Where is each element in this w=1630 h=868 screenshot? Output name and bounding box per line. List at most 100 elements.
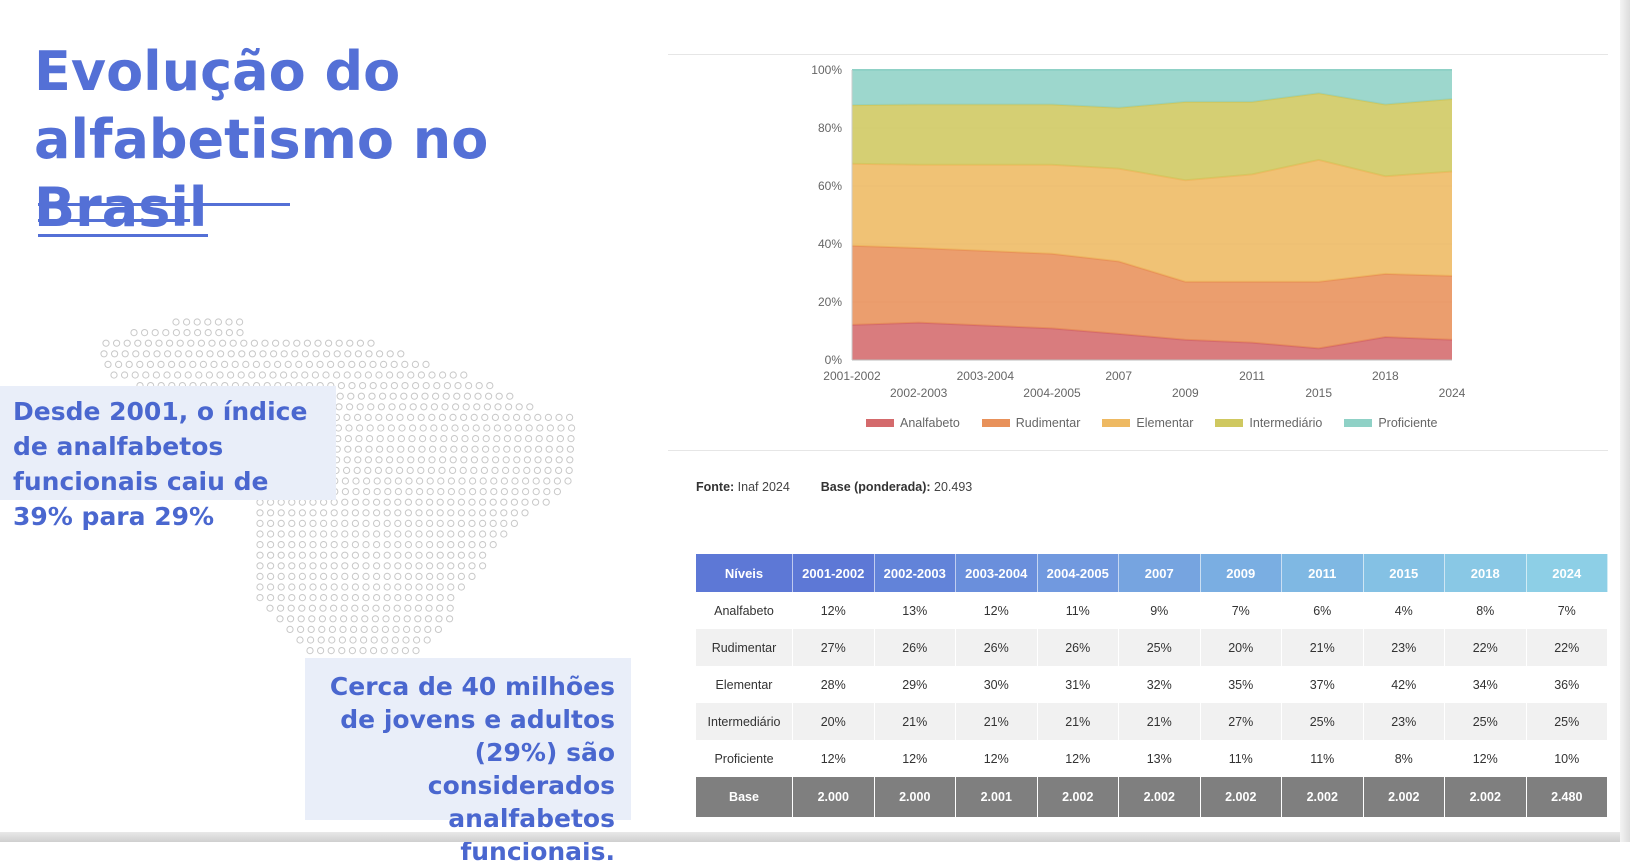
map-dot xyxy=(375,413,383,422)
map-dot xyxy=(436,583,444,591)
map-dot xyxy=(383,498,391,506)
map-dot xyxy=(416,477,424,485)
map-dot xyxy=(309,583,317,591)
map-dot xyxy=(373,509,381,517)
map-dot xyxy=(439,445,447,453)
map-dot xyxy=(522,477,530,485)
map-dot xyxy=(489,498,497,506)
map-dot xyxy=(450,445,458,453)
map-dot xyxy=(410,392,418,400)
map-dot xyxy=(362,551,370,559)
base-cell: 2.002 xyxy=(1037,777,1119,817)
y-tick-label: 40% xyxy=(818,237,842,251)
map-dot xyxy=(341,541,349,549)
map-dot xyxy=(330,519,338,527)
map-dot xyxy=(319,604,327,612)
legend-item[interactable]: Analfabeto xyxy=(866,416,960,430)
map-dot xyxy=(337,360,345,369)
map-dot xyxy=(411,360,419,369)
map-dot xyxy=(320,551,328,559)
map-dot xyxy=(361,615,369,623)
map-dot xyxy=(480,466,488,474)
map-dot xyxy=(468,541,476,549)
map-dot xyxy=(506,392,514,400)
map-dot xyxy=(532,488,540,496)
map-dot xyxy=(436,519,444,527)
area-elementar xyxy=(852,159,1452,282)
map-dot xyxy=(463,392,471,400)
map-dot xyxy=(142,350,151,358)
map-dot xyxy=(231,360,239,369)
map-dot xyxy=(377,403,385,411)
map-dot xyxy=(152,371,161,379)
base-cell: 2.002 xyxy=(1444,777,1527,817)
map-dot xyxy=(178,360,186,369)
map-dot xyxy=(340,615,348,623)
map-dot xyxy=(417,413,425,422)
map-dot xyxy=(280,350,288,358)
map-dot xyxy=(327,360,335,369)
map-dot xyxy=(383,530,391,538)
base-cell: 2.002 xyxy=(1363,777,1445,817)
legend-item[interactable]: Elementar xyxy=(1102,416,1193,430)
map-dot xyxy=(267,530,275,538)
map-dot xyxy=(438,466,446,474)
base-cell: 2.002 xyxy=(1200,777,1282,817)
map-dot xyxy=(256,572,264,580)
map-dot xyxy=(282,339,290,347)
map-dot xyxy=(287,604,295,612)
map-dot xyxy=(121,350,129,358)
map-dot xyxy=(256,530,264,538)
x-tick-label: 2002-2003 xyxy=(890,386,948,400)
map-dot xyxy=(296,636,304,644)
map-dot xyxy=(393,615,401,623)
legend-label: Proficiente xyxy=(1378,416,1438,430)
map-dot xyxy=(236,318,244,326)
map-dot xyxy=(174,371,182,379)
map-dot xyxy=(277,498,285,506)
slide-title: Evolução do alfabetismo no Brasil xyxy=(34,40,489,239)
map-dot xyxy=(534,456,542,464)
map-dot xyxy=(409,424,417,432)
map-dot xyxy=(267,572,275,580)
map-dot xyxy=(187,339,195,347)
callout-40-million: Cerca de 40 milhões de jovens e adultos … xyxy=(305,658,631,866)
map-dot xyxy=(458,488,466,496)
map-dot xyxy=(415,541,423,549)
legend-item[interactable]: Proficiente xyxy=(1344,416,1437,430)
map-dot xyxy=(317,647,325,655)
map-dot xyxy=(447,551,455,559)
map-dot xyxy=(298,519,306,527)
legend-item[interactable]: Rudimentar xyxy=(981,416,1080,430)
map-dot xyxy=(351,498,359,506)
map-dot xyxy=(400,392,408,400)
map-dot xyxy=(490,477,498,485)
map-dot xyxy=(333,350,341,358)
map-dot xyxy=(102,339,110,347)
map-dot xyxy=(383,594,391,602)
map-dot xyxy=(298,530,306,538)
map-dot xyxy=(428,371,436,379)
map-dot xyxy=(479,477,487,485)
table-cell: 20% xyxy=(1200,629,1282,666)
map-dot xyxy=(215,329,223,337)
map-dot xyxy=(479,509,487,517)
map-dot xyxy=(429,435,437,443)
map-dot xyxy=(468,509,476,517)
map-dot xyxy=(327,647,335,655)
map-dot xyxy=(404,583,412,591)
chart-legend: Analfabeto Rudimentar Elementar Intermediár… xyxy=(866,416,1437,430)
area-analfabeto xyxy=(852,322,1452,360)
map-dot xyxy=(277,594,285,602)
map-dot xyxy=(373,498,381,506)
map-dot xyxy=(415,594,423,602)
map-dot xyxy=(500,488,508,496)
map-dot xyxy=(385,466,393,474)
map-dot xyxy=(157,360,165,369)
map-dot xyxy=(386,350,394,358)
map-dot xyxy=(248,371,256,379)
table-cell: 8% xyxy=(1444,592,1527,629)
map-dot xyxy=(225,318,233,326)
legend-item[interactable]: Intermediário xyxy=(1215,416,1322,430)
map-dot xyxy=(298,572,306,580)
